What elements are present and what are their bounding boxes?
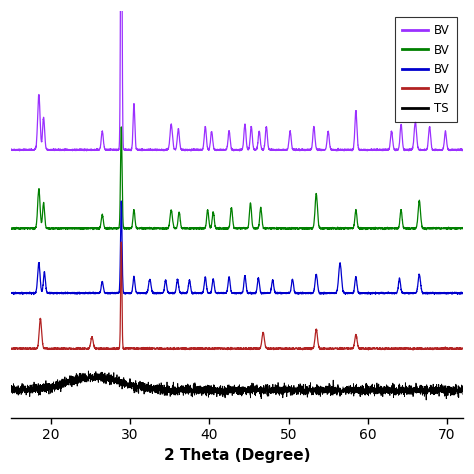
Legend: BV, BV, BV, BV, TS: BV, BV, BV, BV, TS — [395, 17, 457, 122]
X-axis label: 2 Theta (Degree): 2 Theta (Degree) — [164, 448, 310, 463]
